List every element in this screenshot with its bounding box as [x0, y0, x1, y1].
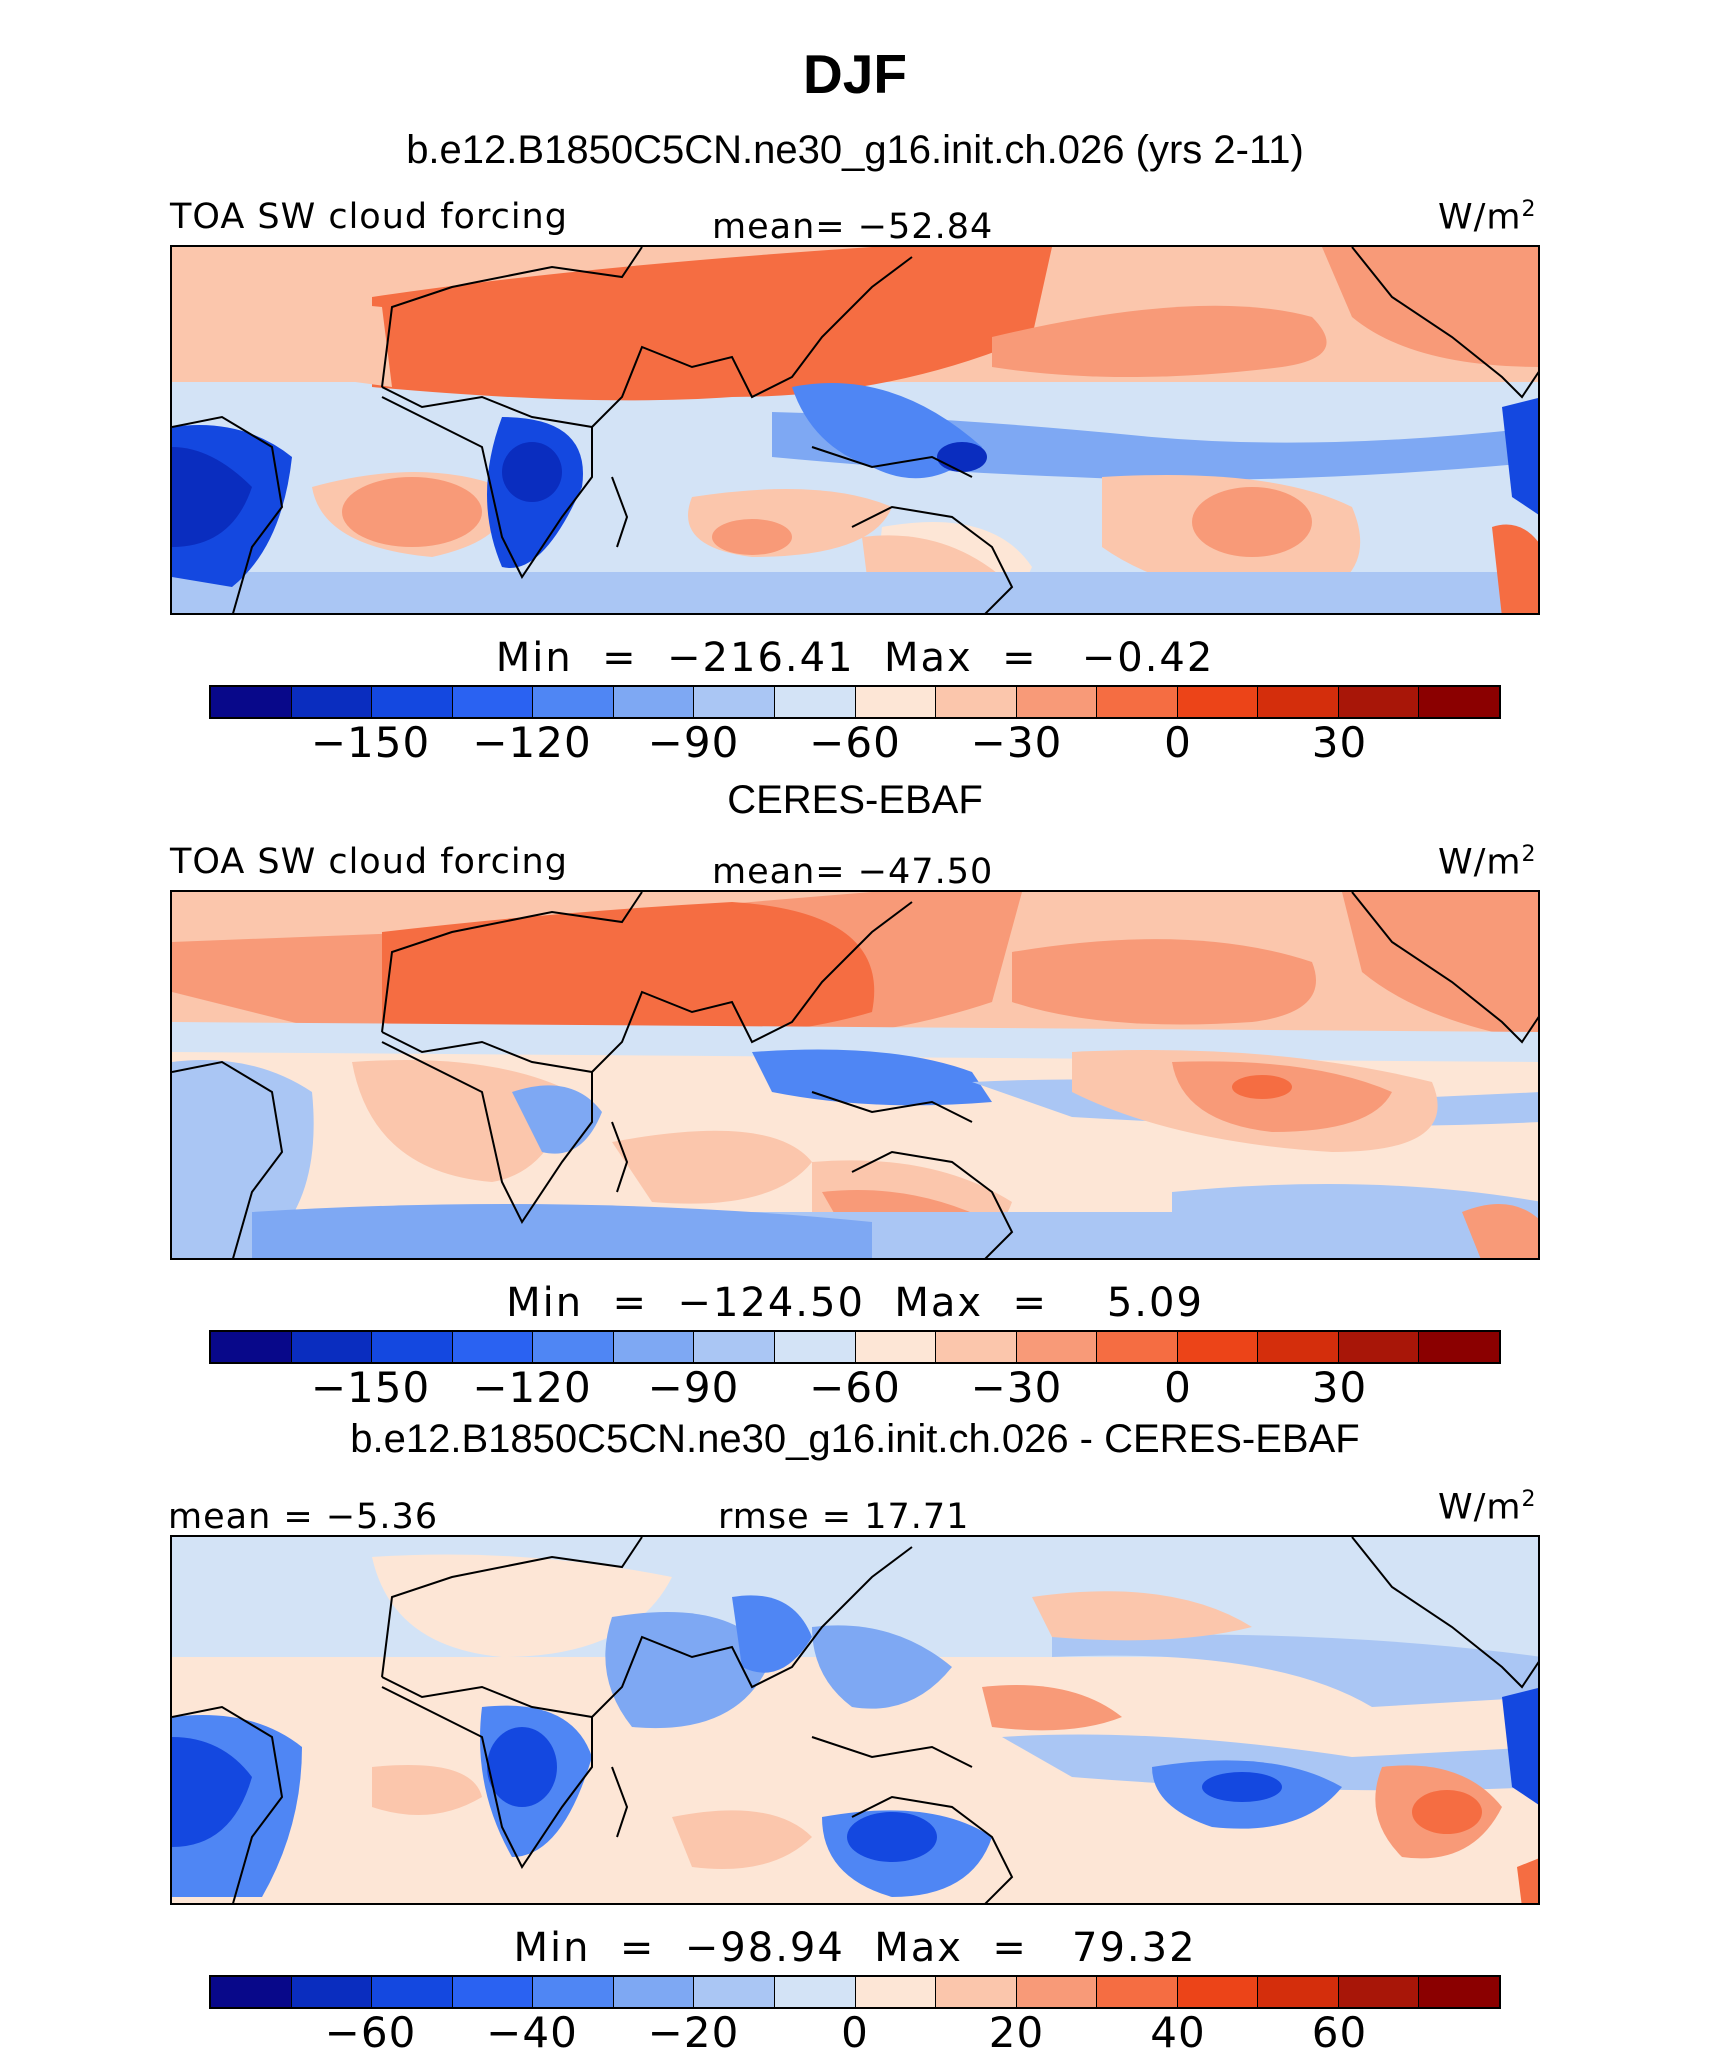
panel-3-rmse-label: rmse = 17.71 — [718, 1497, 970, 1537]
colorbar-tick-label: 0 — [841, 2008, 869, 2057]
colorbar-tick-label: 20 — [988, 2008, 1045, 2057]
colorbar-swatch — [855, 1977, 937, 2007]
panel-2-colorbar-ticks: −150 −120 −90 −60 −30 0 30 — [0, 1363, 1710, 1413]
panel-1-caption: CERES-EBAF — [727, 778, 983, 822]
colorbar-tick-label: 30 — [1311, 718, 1368, 767]
colorbar-swatch — [533, 687, 614, 717]
colorbar-swatch — [855, 687, 937, 717]
colorbar-swatch — [291, 1332, 373, 1362]
colorbar-swatch — [1177, 1332, 1259, 1362]
colorbar-tick-label: −90 — [647, 718, 740, 767]
colorbar-swatch — [1258, 687, 1339, 717]
panel-2-coastlines — [172, 892, 1538, 1258]
panel-3-coastlines — [172, 1537, 1538, 1903]
colorbar-swatch — [291, 1977, 373, 2007]
panel-1-coastlines — [172, 247, 1538, 613]
colorbar-swatch — [613, 1977, 695, 2007]
colorbar-swatch — [694, 1977, 775, 2007]
colorbar-swatch — [1177, 687, 1259, 717]
panel-1-colorbar — [209, 685, 1501, 719]
colorbar-swatch — [211, 1977, 292, 2007]
colorbar-tick-label: −60 — [324, 2008, 417, 2057]
panel-2-minmax: Min = −124.50 Max = 5.09 — [506, 1280, 1204, 1326]
panel-2-units: W/m2 — [1438, 842, 1537, 883]
panel-3-units: W/m2 — [1438, 1487, 1537, 1528]
panel-1-fill — [172, 247, 1538, 613]
colorbar-tick-label: 60 — [1311, 2008, 1368, 2057]
colorbar-swatch — [855, 1332, 937, 1362]
panel-2-caption: b.e12.B1850C5CN.ne30_g16.init.ch.026 - C… — [350, 1417, 1360, 1461]
colorbar-swatch — [936, 1977, 1017, 2007]
colorbar-swatch — [1097, 687, 1178, 717]
colorbar-swatch — [774, 687, 856, 717]
panel-2-map — [170, 890, 1540, 1260]
colorbar-swatch — [613, 687, 695, 717]
colorbar-swatch — [694, 1332, 775, 1362]
colorbar-tick-label: −30 — [970, 1363, 1063, 1412]
colorbar-swatch — [1097, 1332, 1178, 1362]
figure-title: DJF — [803, 43, 907, 105]
colorbar-swatch — [533, 1332, 614, 1362]
panel-3-colorbar-ticks: −60 −40 −20 0 20 40 60 — [0, 2008, 1710, 2058]
colorbar-swatch — [1177, 1977, 1259, 2007]
colorbar-swatch — [1016, 1332, 1098, 1362]
colorbar-swatch — [1419, 1977, 1499, 2007]
colorbar-swatch — [211, 1332, 292, 1362]
colorbar-tick-label: 40 — [1150, 2008, 1206, 2057]
panel-3-map — [170, 1535, 1540, 1905]
colorbar-tick-label: −20 — [647, 2008, 740, 2057]
colorbar-tick-label: −120 — [472, 1363, 592, 1412]
colorbar-tick-label: −150 — [310, 718, 431, 767]
colorbar-swatch — [613, 1332, 695, 1362]
colorbar-swatch — [1338, 1332, 1420, 1362]
colorbar-swatch — [372, 1332, 453, 1362]
panel-1-minmax: Min = −216.41 Max = −0.42 — [495, 635, 1215, 681]
colorbar-swatch — [936, 687, 1017, 717]
colorbar-swatch — [533, 1977, 614, 2007]
panel-3-fill — [172, 1537, 1538, 1903]
colorbar-tick-label: −90 — [647, 1363, 740, 1412]
colorbar-swatch — [372, 1977, 453, 2007]
panel-3-left-label: mean = −5.36 — [168, 1497, 439, 1537]
colorbar-swatch — [1338, 687, 1420, 717]
colorbar-tick-label: −60 — [809, 718, 901, 767]
colorbar-swatch — [211, 687, 292, 717]
figure-subtitle: b.e12.B1850C5CN.ne30_g16.init.ch.026 (yr… — [406, 128, 1304, 172]
panel-1-left-label: TOA SW cloud forcing — [170, 197, 568, 237]
colorbar-tick-label: 30 — [1311, 1363, 1368, 1412]
colorbar-swatch — [1097, 1977, 1178, 2007]
panel-3-colorbar — [209, 1975, 1501, 2009]
colorbar-swatch — [1258, 1977, 1339, 2007]
colorbar-tick-label: −150 — [310, 1363, 431, 1412]
colorbar-tick-label: −60 — [809, 1363, 901, 1412]
colorbar-tick-label: 0 — [1164, 1363, 1192, 1412]
colorbar-swatch — [291, 687, 373, 717]
colorbar-tick-label: −40 — [486, 2008, 578, 2057]
colorbar-swatch — [1258, 1332, 1339, 1362]
colorbar-swatch — [936, 1332, 1017, 1362]
panel-1-units: W/m2 — [1438, 197, 1537, 238]
colorbar-swatch — [1419, 687, 1499, 717]
colorbar-swatch — [452, 1332, 534, 1362]
panel-2-mean-label: mean= −47.50 — [712, 852, 994, 892]
panel-1-map — [170, 245, 1540, 615]
panel-3-minmax: Min = −98.94 Max = 79.32 — [513, 1925, 1197, 1971]
colorbar-tick-label: −30 — [970, 718, 1063, 767]
colorbar-swatch — [1419, 1332, 1499, 1362]
colorbar-swatch — [372, 687, 453, 717]
colorbar-swatch — [774, 1332, 856, 1362]
colorbar-swatch — [774, 1977, 856, 2007]
colorbar-tick-label: 0 — [1164, 718, 1192, 767]
colorbar-swatch — [1016, 687, 1098, 717]
panel-1-colorbar-ticks: −150 −120 −90 −60 −30 0 30 — [0, 718, 1710, 768]
colorbar-swatch — [1016, 1977, 1098, 2007]
colorbar-swatch — [452, 687, 534, 717]
panel-2-left-label: TOA SW cloud forcing — [170, 842, 568, 882]
colorbar-swatch — [694, 687, 775, 717]
panel-2-colorbar — [209, 1330, 1501, 1364]
colorbar-tick-label: −120 — [472, 718, 592, 767]
colorbar-swatch — [452, 1977, 534, 2007]
colorbar-swatch — [1338, 1977, 1420, 2007]
panel-1-mean-label: mean= −52.84 — [712, 207, 994, 247]
